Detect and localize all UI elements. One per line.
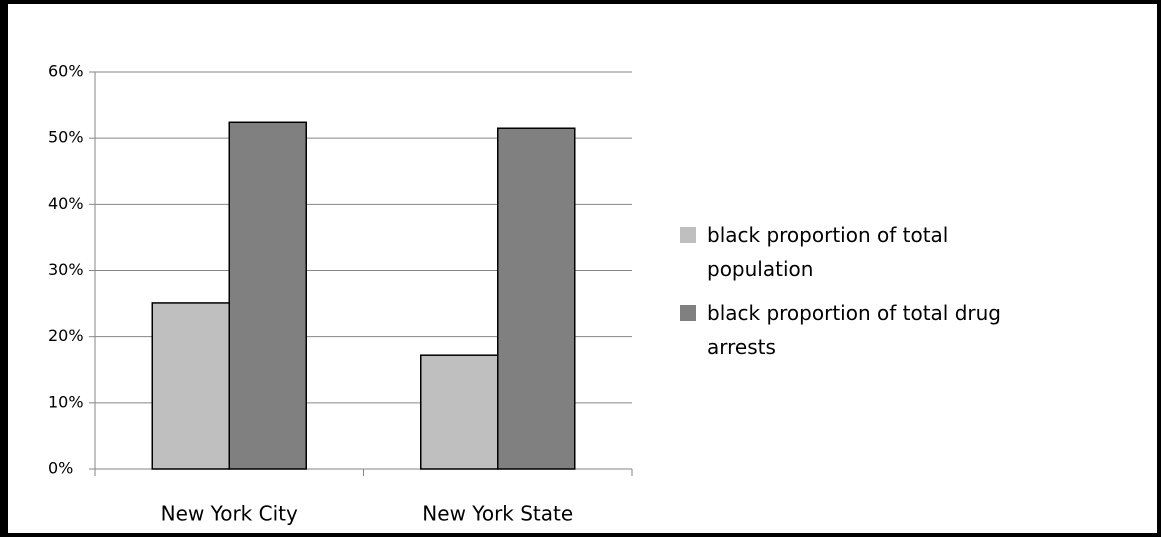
legend-item: black proportion of total drug arrests: [680, 296, 1030, 364]
bar: [151, 302, 230, 470]
legend-swatch: [680, 227, 696, 243]
x-tick-label: New York State: [422, 502, 573, 526]
legend-swatch: [680, 305, 696, 321]
x-tick-label: New York City: [161, 502, 298, 526]
legend: black proportion of total population blac…: [680, 218, 1030, 374]
y-tick-label: 0%: [48, 459, 73, 478]
y-tick-label: 20%: [48, 326, 84, 345]
legend-item: black proportion of total population: [680, 218, 1030, 286]
legend-label: black proportion of total drug arrests: [707, 301, 1001, 359]
y-tick-label: 60%: [48, 62, 84, 81]
y-tick-label: 40%: [48, 194, 84, 213]
bar: [497, 127, 576, 470]
legend-label: black proportion of total population: [707, 223, 949, 281]
y-tick-label: 30%: [48, 260, 84, 279]
y-tick-label: 10%: [48, 392, 84, 411]
y-tick-label: 50%: [48, 128, 84, 147]
bar: [228, 121, 307, 470]
bar: [420, 354, 499, 470]
